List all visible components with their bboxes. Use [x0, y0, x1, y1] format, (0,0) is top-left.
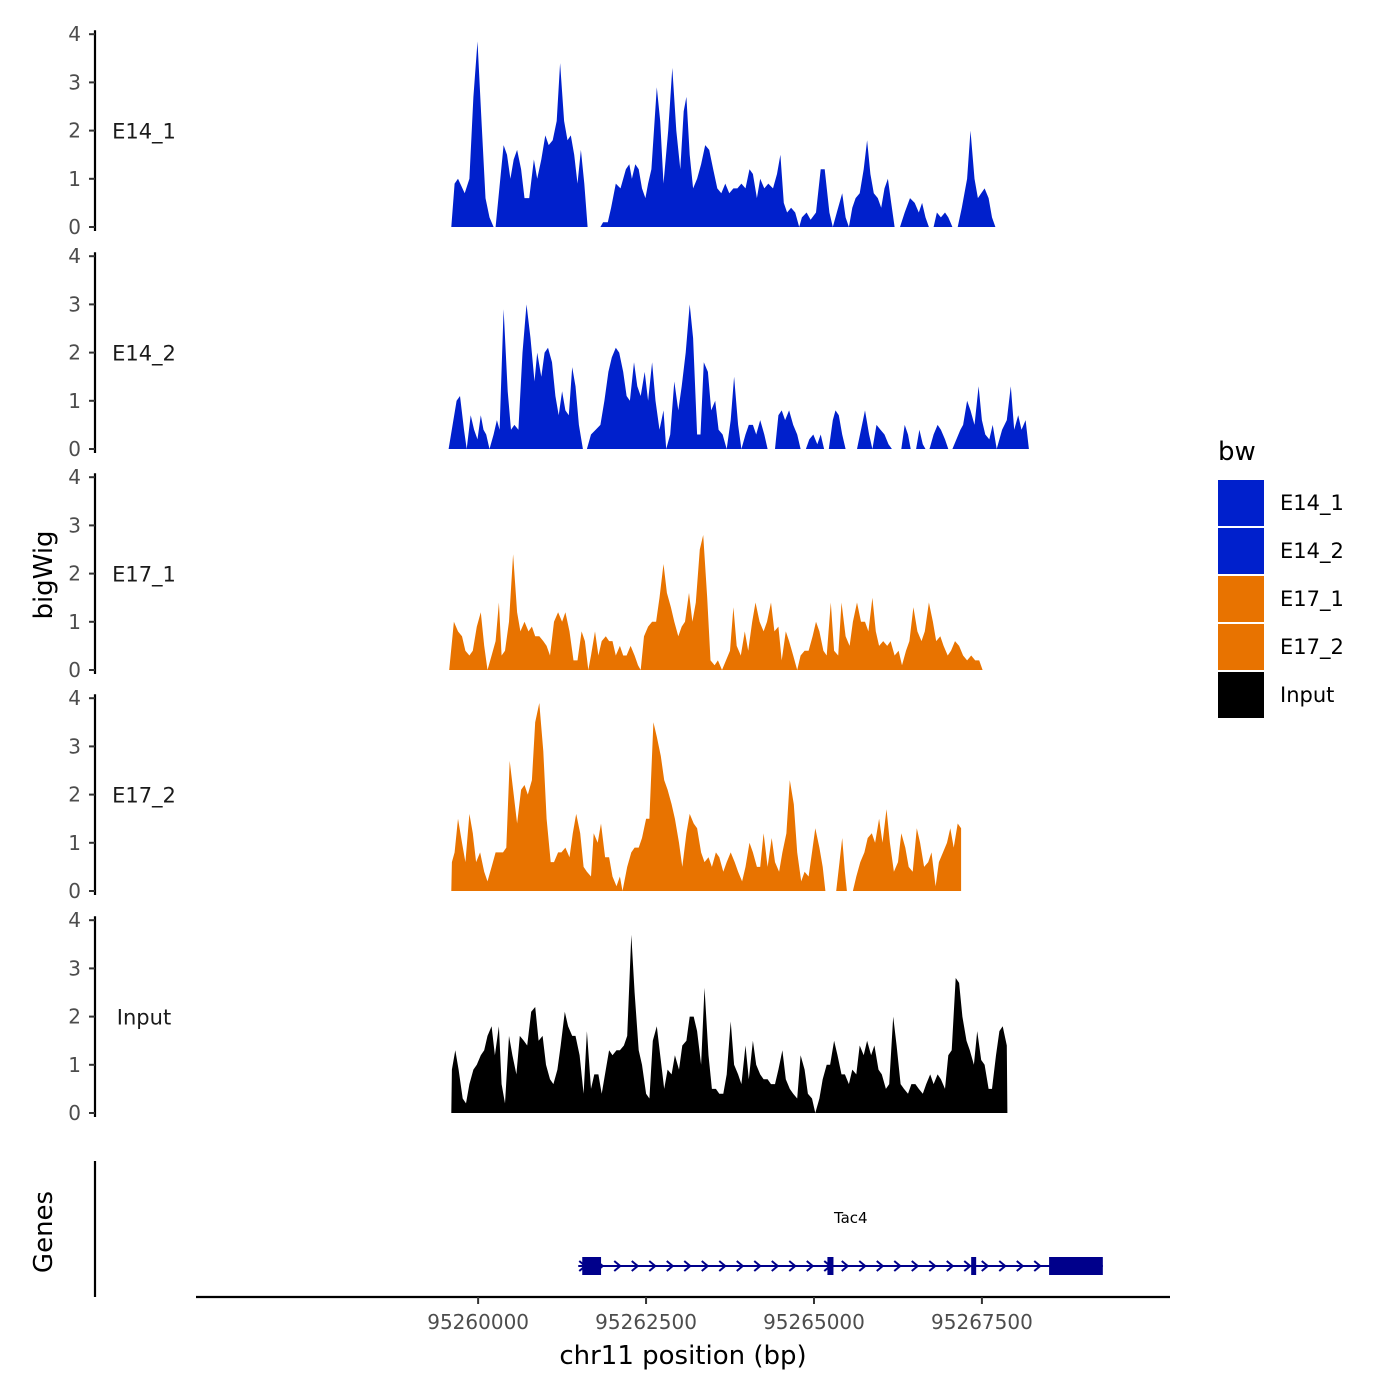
- y-tick-label: 3: [68, 292, 81, 316]
- x-tick-label: 95267500: [931, 1310, 1033, 1334]
- strand-arrow: [1033, 1260, 1042, 1272]
- y-axis-title: bigWig: [29, 530, 59, 619]
- track-e17-2: 0 1 2 3 4 E17_2: [68, 686, 962, 903]
- area-e14-1: [451, 41, 996, 228]
- strand-arrow: [701, 1260, 710, 1272]
- track-label: Input: [117, 1006, 171, 1030]
- y-tick-label: 0: [68, 437, 81, 461]
- y-tick-label: 4: [68, 465, 81, 489]
- gene-exon: [971, 1257, 977, 1275]
- y-tick-label: 2: [68, 119, 81, 143]
- gene-exon: [827, 1257, 834, 1275]
- y-tick-label: 2: [68, 341, 81, 365]
- legend-label-e17-2: E17_2: [1280, 635, 1344, 660]
- y-tick-label: 4: [68, 686, 81, 710]
- strand-arrow: [753, 1260, 762, 1272]
- legend-key-input: [1218, 672, 1264, 718]
- x-tick-label: 95265000: [763, 1310, 865, 1334]
- y-tick-label: 3: [68, 734, 81, 758]
- gene-tac4: Tac4: [578, 1209, 1103, 1275]
- strand-arrow: [631, 1260, 640, 1272]
- strand-arrow: [788, 1260, 797, 1272]
- strand-arrow: [841, 1260, 850, 1272]
- legend-label-e17-1: E17_1: [1280, 587, 1344, 612]
- strand-arrow: [806, 1260, 815, 1272]
- gene-exon: [1049, 1257, 1103, 1275]
- y-tick-label: 0: [68, 658, 81, 682]
- y-tick-label: 4: [68, 22, 81, 46]
- y-tick-label: 4: [68, 244, 81, 268]
- y-tick-label: 1: [68, 389, 81, 413]
- strand-arrow: [963, 1260, 972, 1272]
- legend-label-e14-1: E14_1: [1280, 491, 1344, 516]
- y-tick-label: 3: [68, 513, 81, 537]
- strand-arrow: [683, 1260, 692, 1272]
- y-tick-label: 4: [68, 908, 81, 932]
- gene-panel: Tac4: [93, 1161, 1103, 1297]
- strand-arrow: [858, 1260, 867, 1272]
- area-e17-1: [449, 535, 983, 670]
- y-tick-label: 3: [68, 956, 81, 980]
- x-tick-label: 95262500: [595, 1310, 697, 1334]
- x-axis-title: chr11 position (bp): [559, 1341, 806, 1371]
- strand-arrow: [893, 1260, 902, 1272]
- legend: bw E14_1 E14_2 E17_1 E17_2 Input: [1218, 437, 1344, 718]
- legend-key-e17-1: [1218, 576, 1264, 622]
- x-tick-label: 95260000: [427, 1310, 529, 1334]
- strand-arrow: [1016, 1260, 1025, 1272]
- strand-arrow: [718, 1260, 727, 1272]
- strand-arrow: [648, 1260, 657, 1272]
- y-tick-label: 1: [68, 1053, 81, 1077]
- strand-arrow: [666, 1260, 675, 1272]
- track-e17-1: 0 1 2 3 4 E17_1: [68, 465, 983, 682]
- y-tick-label: 2: [68, 1005, 81, 1029]
- y-tick-label: 1: [68, 610, 81, 634]
- area-e14-2: [448, 304, 1029, 449]
- strand-arrow: [771, 1260, 780, 1272]
- gene-panel-title: Genes: [29, 1191, 59, 1273]
- track-label: E14_2: [112, 342, 176, 367]
- strand-arrow: [998, 1260, 1007, 1272]
- y-tick-label: 0: [68, 879, 81, 903]
- track-panels: 0 1 2 3 4 E14_1 0 1 2 3 4 E14_2 0 1 2 3 4 E17_1 0 1 2 3 4 E17_2…: [68, 22, 1029, 1125]
- legend-label-e14-2: E14_2: [1280, 539, 1344, 564]
- y-tick-label: 0: [68, 1101, 81, 1125]
- gene-name-label: Tac4: [833, 1209, 868, 1227]
- track-input: 0 1 2 3 4 Input: [68, 908, 1008, 1125]
- gene-exon: [582, 1257, 602, 1275]
- legend-key-e17-2: [1218, 624, 1264, 670]
- y-tick-label: 1: [68, 167, 81, 191]
- strand-arrow: [613, 1260, 622, 1272]
- legend-key-e14-1: [1218, 480, 1264, 526]
- track-label: E14_1: [112, 120, 176, 145]
- y-tick-label: 2: [68, 783, 81, 807]
- y-tick-label: 2: [68, 562, 81, 586]
- strand-arrow: [876, 1260, 885, 1272]
- strand-arrow: [911, 1260, 920, 1272]
- y-tick-label: 1: [68, 831, 81, 855]
- y-tick-label: 0: [68, 215, 81, 239]
- track-e14-1: 0 1 2 3 4 E14_1: [68, 22, 996, 239]
- legend-title: bw: [1218, 437, 1256, 467]
- strand-arrow: [736, 1260, 745, 1272]
- strand-arrow: [928, 1260, 937, 1272]
- strand-arrow: [946, 1260, 955, 1272]
- track-label: E17_1: [112, 563, 176, 588]
- track-label: E17_2: [112, 784, 176, 809]
- x-axis: 95260000 95262500 95265000 95267500: [196, 1295, 1170, 1334]
- track-e14-2: 0 1 2 3 4 E14_2: [68, 244, 1029, 461]
- area-e17-2: [451, 703, 962, 891]
- legend-key-e14-2: [1218, 528, 1264, 574]
- strand-arrow: [981, 1260, 990, 1272]
- legend-label-input: Input: [1280, 683, 1334, 707]
- y-tick-label: 3: [68, 70, 81, 94]
- area-input: [451, 934, 1008, 1113]
